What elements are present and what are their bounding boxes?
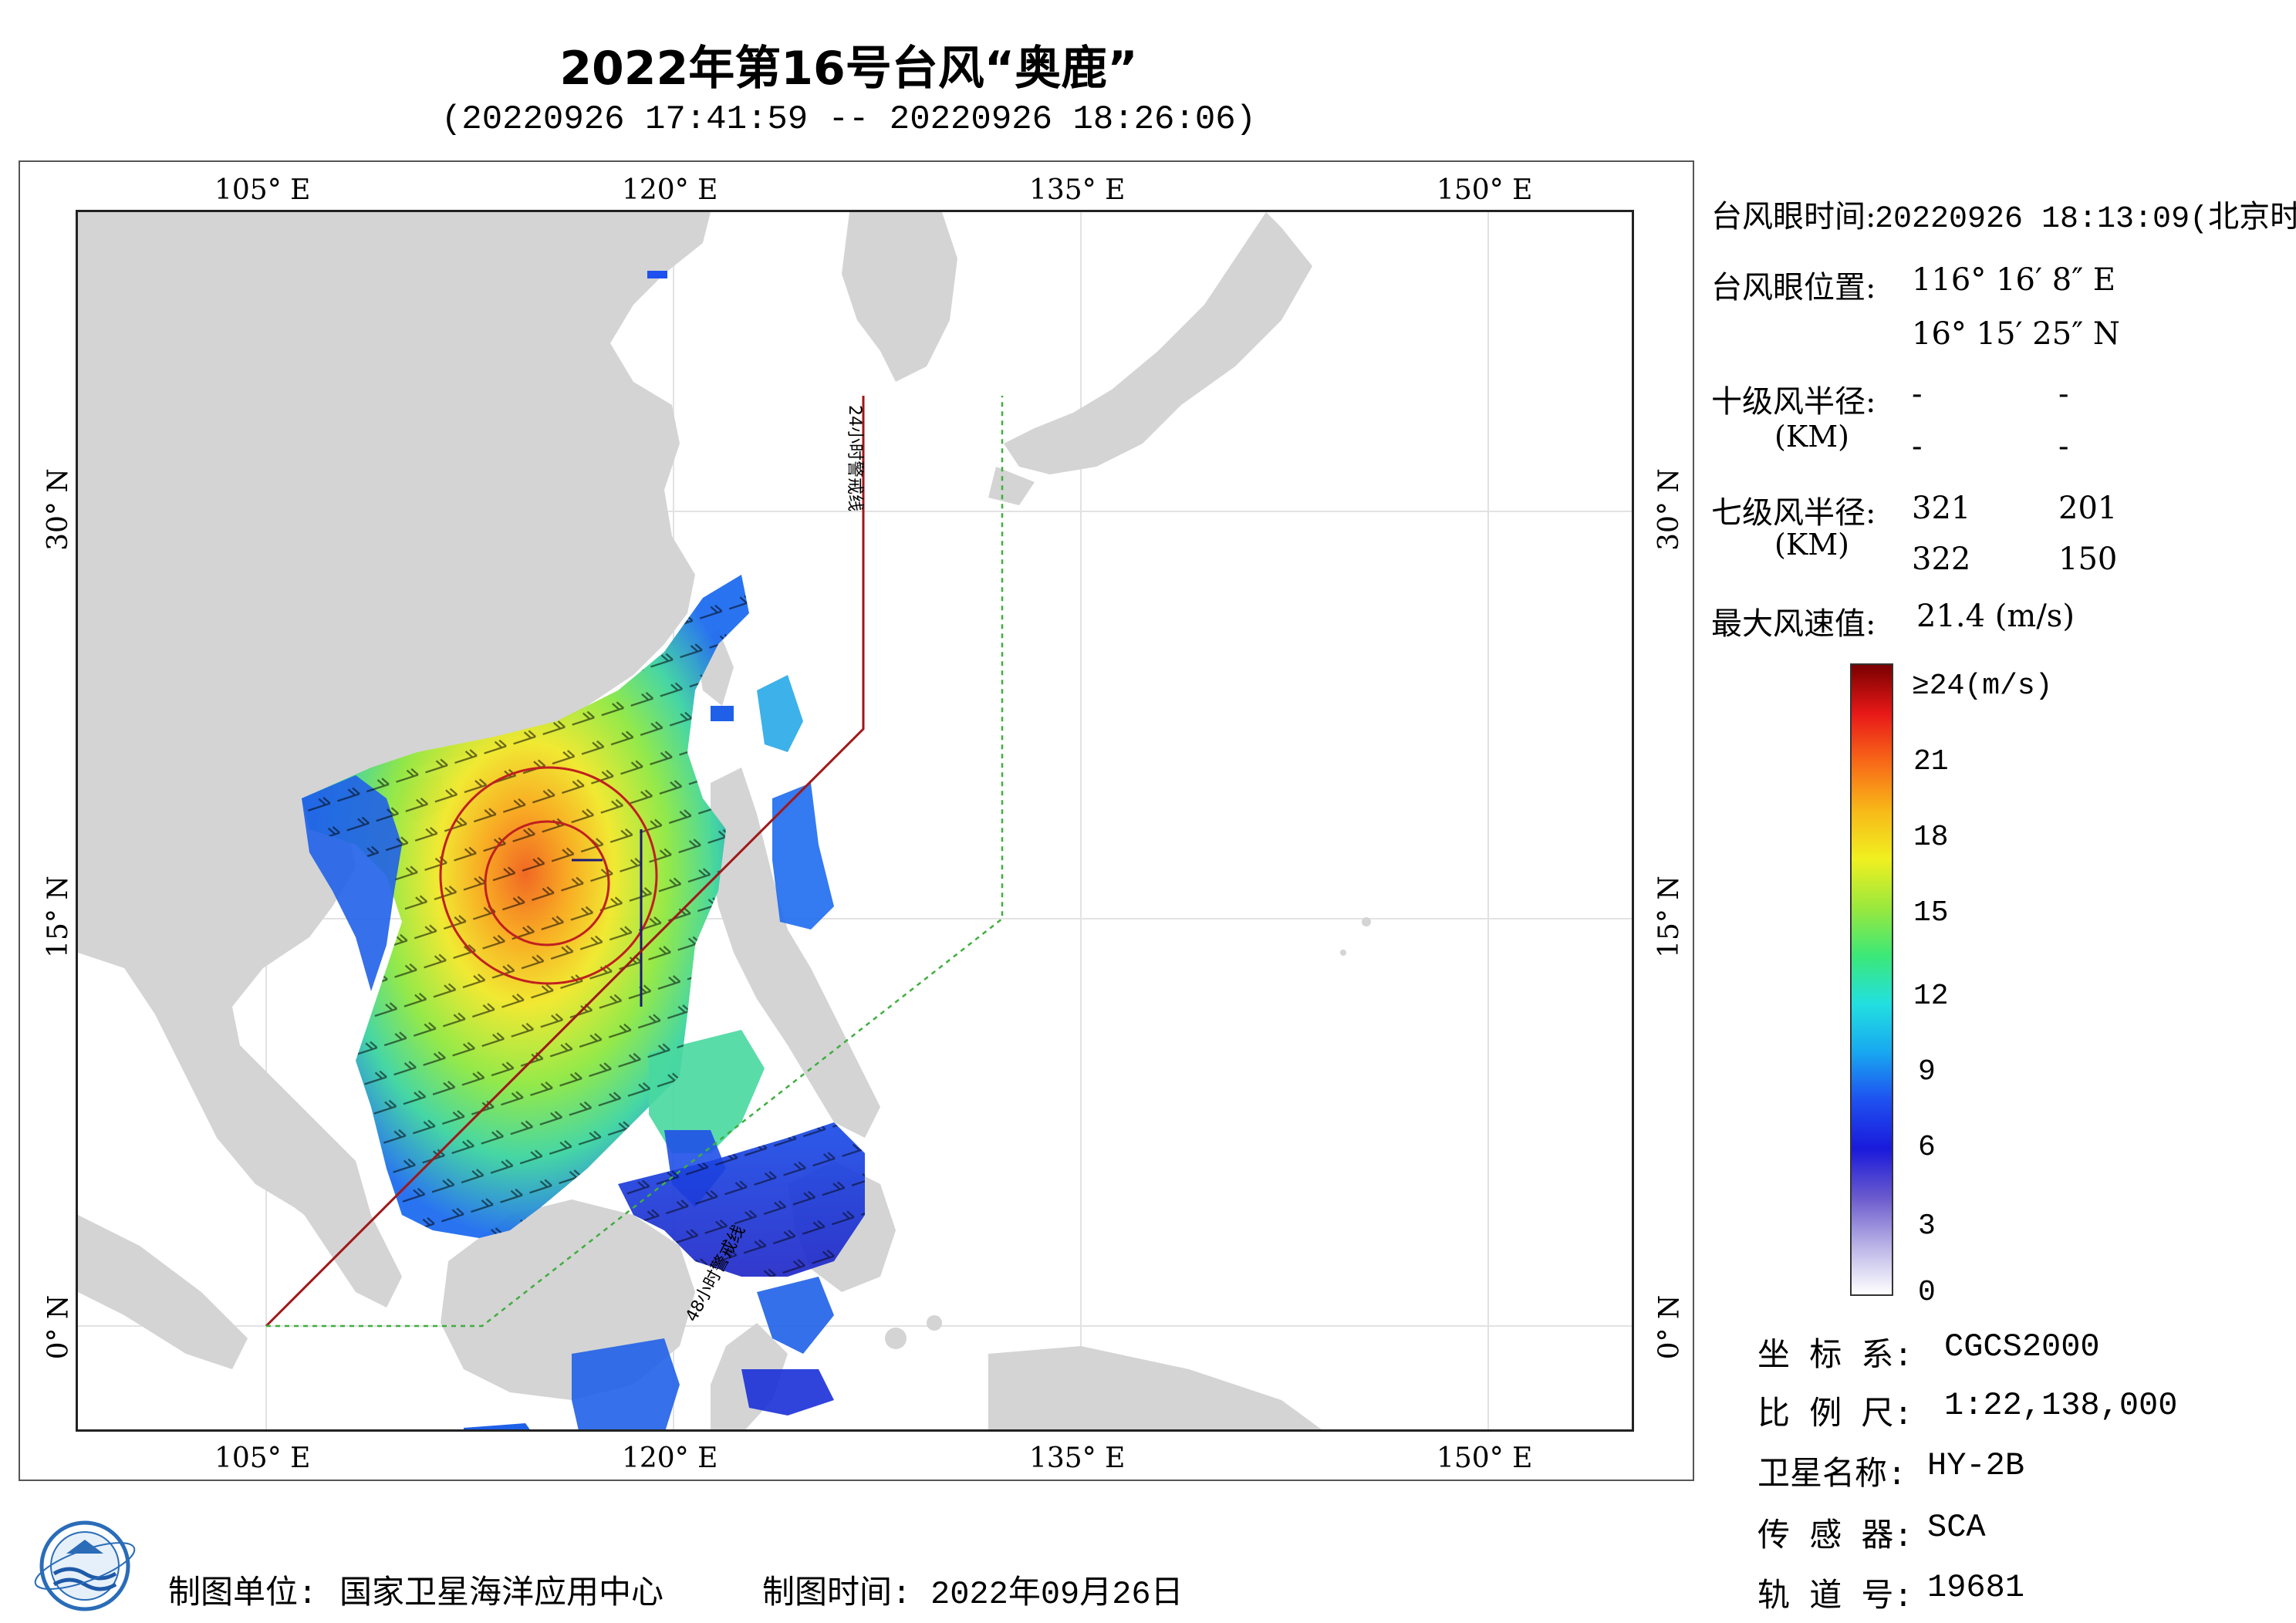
wind-speed-colorbar [1850,663,1893,1296]
warning-line-24h-label: 24小时警戒线 [845,405,864,511]
orbit-value: 19681 [1927,1569,2025,1606]
lat-label-left-15: 15° N [42,876,74,958]
sensor-value: SCA [1927,1509,1986,1546]
colorbar-label-18: 18 [1913,821,1949,854]
lat-label-left-0: 0° N [42,1294,75,1360]
colorbar-label-15: 15 [1913,896,1949,930]
date-value: 2022年09月26日 [930,1576,1183,1613]
colorbar-label-24: ≥24(m/s) [1912,670,2053,703]
crs-label: 坐 标 系: [1757,1338,1913,1375]
r10-unit: (KM) [1774,420,1849,454]
satellite-label: 卫星名称: [1757,1457,1907,1494]
max-wind-label: 最大风速值: [1711,606,1876,642]
crs-value: CGCS2000 [1944,1328,2100,1365]
warning-line-48h [266,396,1004,1328]
typhoon-eye-marker [572,829,643,1007]
r10-value-ne: - [1912,376,1923,412]
producer-label: 制图单位: [168,1576,318,1613]
satellite-value: HY-2B [1927,1447,2025,1484]
lon-label-bottom-150: 150° E [1437,1442,1533,1474]
date-label: 制图时间: [762,1576,912,1613]
r7-value-nw: 150 [2058,542,2118,577]
r7-unit: (KM) [1774,528,1849,562]
lon-label-bottom-105: 105° E [214,1442,311,1474]
lon-label-bottom-120: 120° E [622,1442,718,1474]
map-title: 2022年第16号台风“奥鹿” [559,42,1138,96]
colorbar-label-21: 21 [1913,745,1949,778]
lon-label-top-150: 150° E [1437,174,1533,206]
scale-value: 1:22,138,000 [1944,1387,2178,1424]
colorbar-label-9: 9 [1918,1055,1936,1088]
r7-value-se: 201 [2058,491,2118,526]
r10-value-se: - [2058,376,2069,412]
colorbar-label-0: 0 [1918,1276,1936,1309]
map-outer-frame [19,160,1694,1481]
lon-label-top-135: 135° E [1029,174,1126,206]
wind-field-map[interactable]: 24小时警戒线 48小时警戒线 [76,210,1634,1432]
map-canvas: 24小时警戒线 48小时警戒线 [78,212,1632,1429]
producer-value: 国家卫星海洋应用中心 [339,1576,664,1613]
eye-position-lat: 16° 15′ 25″ N [1912,316,2120,352]
colorbar-label-6: 6 [1918,1131,1936,1164]
eye-position-lon: 116° 16′ 8″ E [1912,262,2116,298]
lon-label-top-120: 120° E [622,174,718,206]
r10-value-nw: - [2058,429,2069,464]
lon-label-bottom-135: 135° E [1029,1442,1126,1474]
wind-barbs [302,575,865,1277]
orbit-label: 轨 道 号: [1757,1579,1913,1616]
scale-label: 比 例 尺: [1757,1397,1913,1434]
wind-radius-circles [439,766,658,985]
eye-position-label: 台风眼位置: [1711,270,1876,305]
lat-label-right-30: 30° N [1653,468,1685,551]
sensor-label: 传 感 器: [1757,1519,1913,1556]
r7-label: 七级风半径: [1711,495,1876,531]
r7-value-sw: 322 [1912,542,1971,577]
lat-label-right-0: 0° N [1653,1294,1686,1360]
colorbar-label-3: 3 [1918,1210,1936,1243]
warning-line-24h [265,396,865,1328]
r10-label: 十级风半径: [1711,384,1876,420]
r10-value-sw: - [1912,429,1923,464]
map-subtitle: (20220926 17:41:59 -- 20220926 18:26:06) [441,100,1257,139]
colorbar-label-12: 12 [1913,980,1949,1013]
lat-label-left-30: 30° N [42,468,74,551]
eye-time-value: 20220926 18:13:09(北京时) [1875,202,2296,237]
lat-label-right-15: 15° N [1653,876,1685,958]
r7-value-ne: 321 [1912,491,1971,526]
nsoas-logo-icon [31,1512,139,1620]
eye-time-label: 台风眼时间: [1711,199,1876,235]
max-wind-value: 21.4 (m/s) [1916,599,2075,634]
lon-label-top-105: 105° E [214,174,311,206]
